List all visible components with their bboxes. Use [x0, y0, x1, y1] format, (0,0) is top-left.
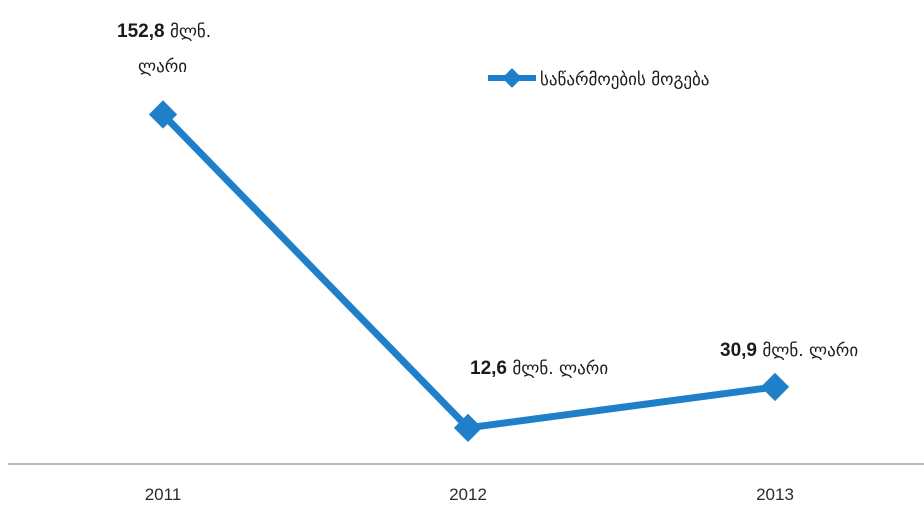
series-line	[160, 112, 776, 432]
data-point-2013	[760, 372, 790, 402]
x-tick-labels: 2011 2012 2013	[145, 485, 794, 504]
data-label-2011-line2: ლარი	[138, 57, 187, 77]
x-tick-label: 2013	[756, 485, 794, 504]
data-label-2013: 30,9 მლნ. ლარი	[720, 340, 858, 361]
legend-swatch-marker	[502, 68, 522, 88]
legend-label: საწარმოების მოგება	[540, 70, 709, 90]
series-layer	[148, 100, 790, 442]
data-point-2012	[453, 413, 483, 442]
x-tick-label: 2011	[145, 485, 182, 504]
data-label-2011: 152,8 მლნ.	[117, 21, 211, 42]
x-tick-label: 2012	[449, 485, 487, 504]
legend: საწარმოების მოგება	[488, 68, 709, 90]
data-labels: 152,8 მლნ. ლარი 12,6 მლნ. ლარი 30,9 მლნ. ლა…	[117, 21, 858, 379]
data-label-2012: 12,6 მლნ. ლარი	[470, 358, 608, 379]
